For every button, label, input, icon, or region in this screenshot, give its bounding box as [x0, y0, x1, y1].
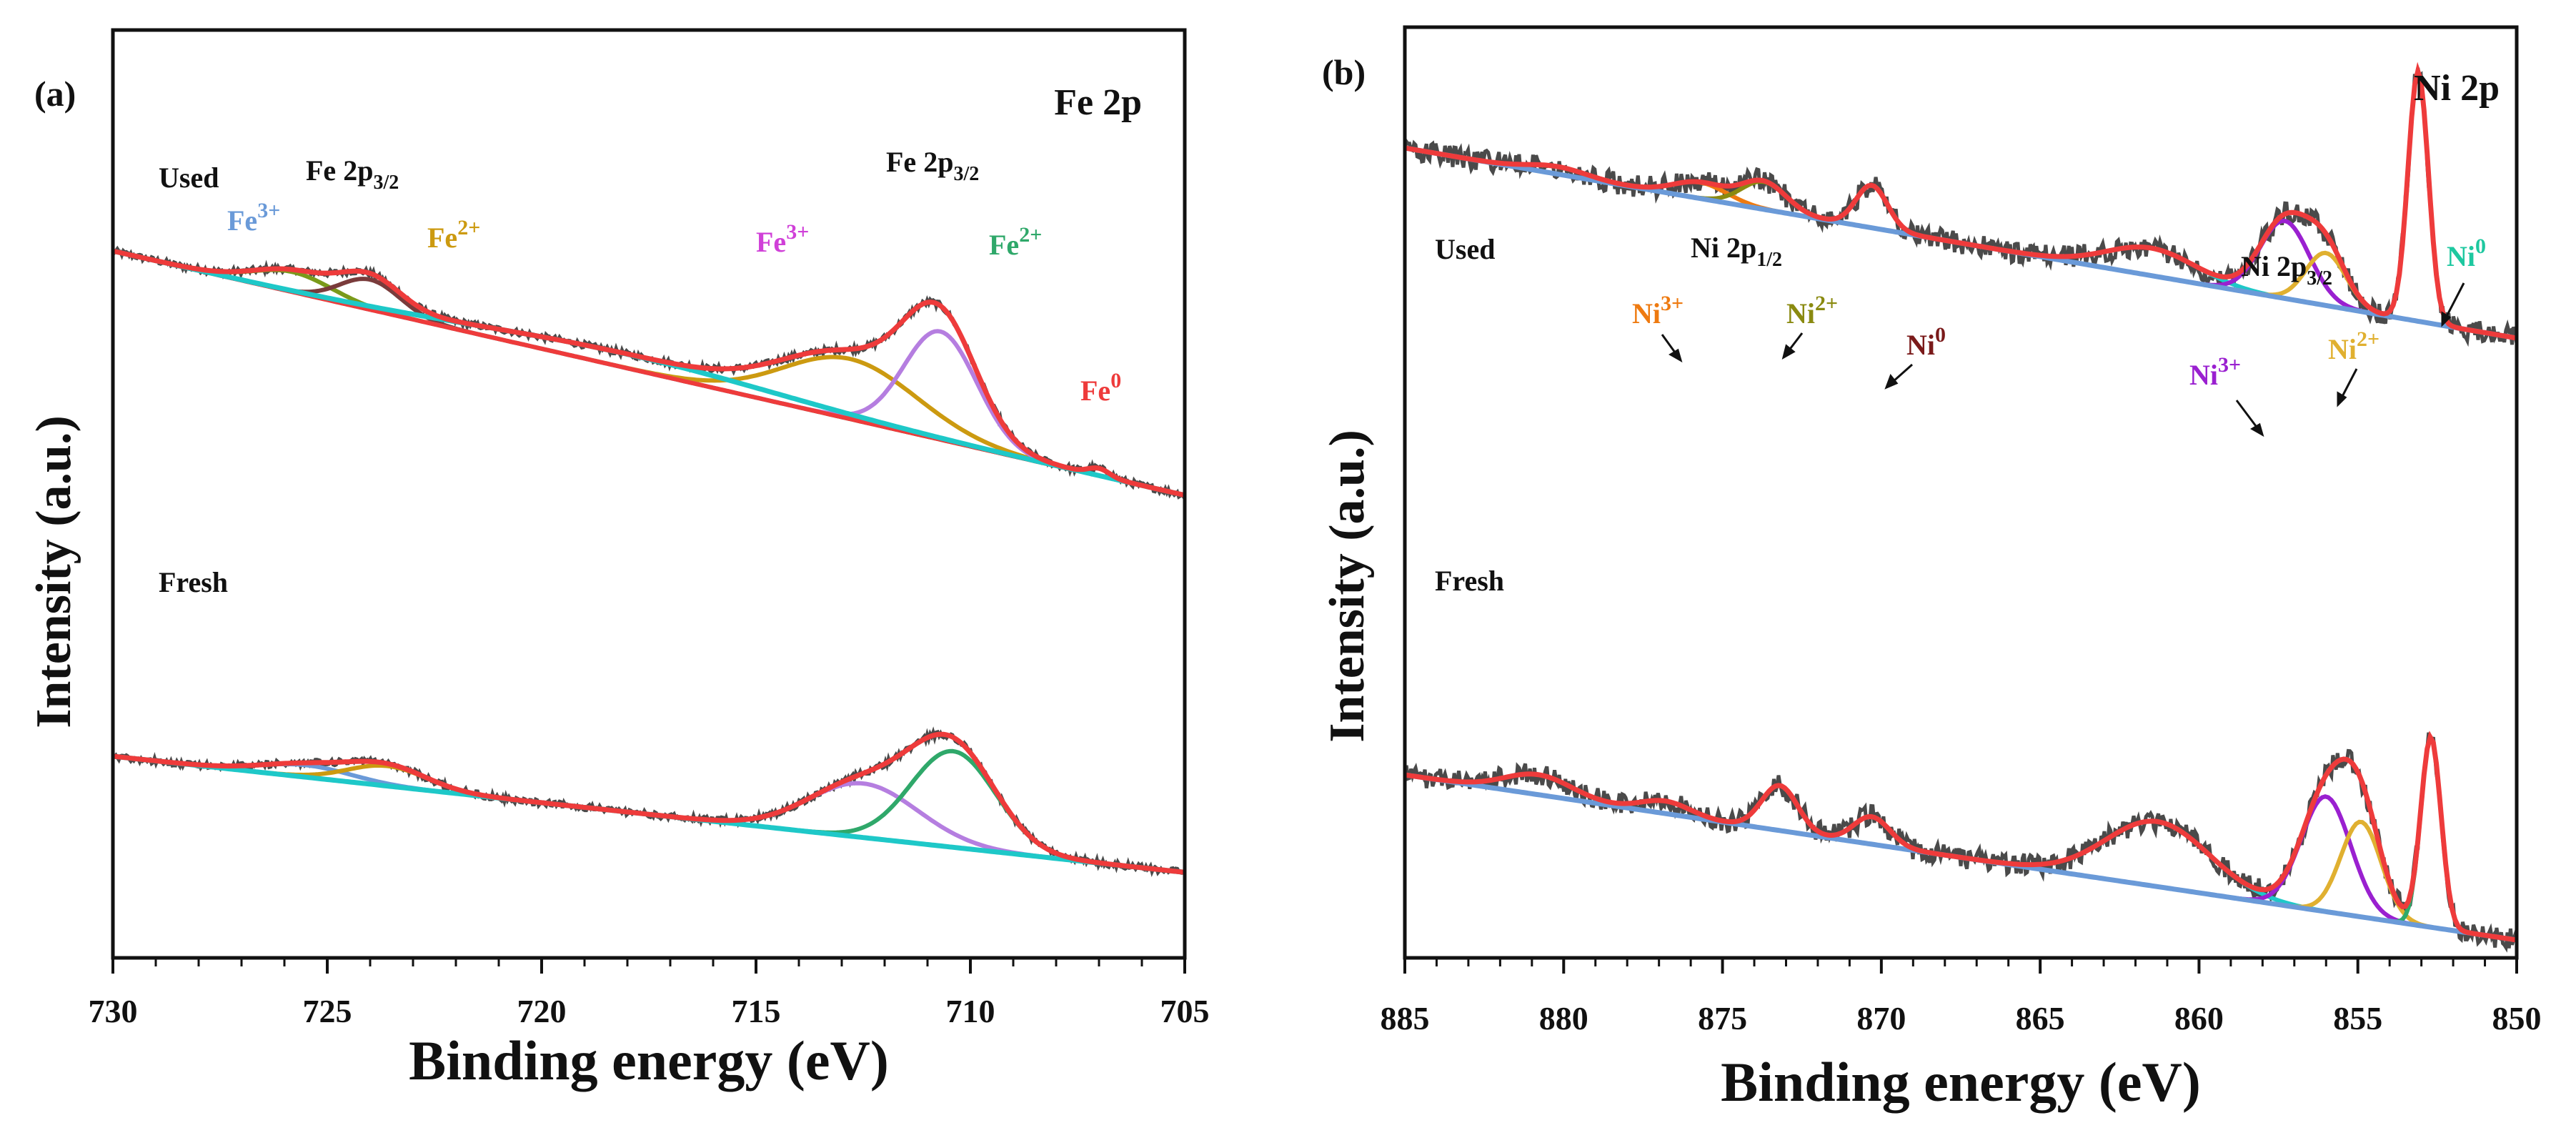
fit-envelope-line [112, 731, 1185, 875]
panel-a-label: (a) [34, 74, 76, 114]
a-label-fresh: Fresh [159, 566, 228, 598]
b-label-ni0-left: Ni0 [1906, 323, 1946, 361]
arrowhead-ni3-right [2250, 422, 2264, 437]
panel-b-y-axis-label: Intensity (a.u.) [1320, 430, 1375, 743]
panel-b-frame [1403, 25, 2519, 960]
series-used [1403, 61, 2519, 347]
arrowhead-ni3-left [1669, 348, 1683, 363]
arrowhead-ni2-left [1781, 344, 1796, 360]
panel-b-x-axis-label: Binding energy (eV) [1721, 1051, 2201, 1113]
a-label-fe0: Fe0 [1080, 369, 1121, 407]
panel-a-frame [111, 28, 1187, 960]
b-label-used: Used [1435, 233, 1495, 265]
a-label-fe2-right: Fe2+ [989, 223, 1042, 261]
x-tick-label: 870 [1856, 1000, 1906, 1036]
x-tick-label: 875 [1698, 1000, 1747, 1036]
b-label-ni2p32: Ni 2p3/2 [2241, 250, 2332, 290]
panel-b-label: (b) [1322, 52, 1366, 92]
panel-a-fe2p: (a) Intensity (a.u.) 730 725 720 715 710 705 … [26, 28, 1210, 1092]
arrowhead-ni0-left [1884, 374, 1899, 390]
x-tick-label: 710 [946, 993, 995, 1029]
b-annotation-arrows [1661, 282, 2465, 437]
x-tick-label: 885 [1381, 1000, 1430, 1036]
panel-a-title: Fe 2p [1054, 82, 1142, 123]
x-tick-label: 720 [517, 993, 567, 1029]
x-tick-label: 725 [303, 993, 352, 1029]
panel-a-x-ticks: 730 725 720 715 710 705 [89, 958, 1210, 1029]
x-tick-label: 880 [1539, 1000, 1588, 1036]
panel-a-y-axis-label: Intensity (a.u.) [26, 415, 81, 728]
b-label-ni0-right: Ni0 [2447, 234, 2486, 272]
a-label-used: Used [159, 162, 219, 194]
b-label-ni3-right: Ni3+ [2189, 353, 2241, 391]
panel-b-ni2p: (b) Intensity (a.u.) 885 880 875 870 865 860 8… [1320, 25, 2542, 1113]
b-label-ni2-left: Ni2+ [1786, 292, 1838, 330]
panel-b-curves [1403, 61, 2519, 953]
x-tick-label: 730 [89, 993, 138, 1029]
b-label-ni3-left: Ni3+ [1632, 292, 1684, 330]
fit-envelope-line [1404, 61, 2517, 341]
arrowhead-ni2-right [2337, 391, 2347, 407]
a-label-fe2-left: Fe2+ [427, 216, 480, 254]
fit-envelope-line [1404, 731, 2517, 943]
x-tick-label: 855 [2333, 1000, 2382, 1036]
series-fresh [111, 726, 1185, 878]
x-tick-label: 850 [2492, 1000, 2542, 1036]
a-label-fe3-right: Fe3+ [756, 220, 809, 258]
x-tick-label: 705 [1160, 993, 1210, 1029]
b-label-ni2p12: Ni 2p1/2 [1691, 232, 1782, 271]
b-label-ni2-right: Ni2+ [2328, 327, 2379, 365]
fit-envelope-line [112, 248, 1185, 498]
x-tick-label: 865 [2016, 1000, 2065, 1036]
panel-a-x-axis-label: Binding energy (eV) [409, 1029, 889, 1092]
a-label-fe3-left: Fe3+ [227, 199, 280, 237]
panel-b-x-ticks: 885 880 875 870 865 860 855 850 [1381, 958, 2542, 1036]
series-fresh [1403, 731, 2519, 953]
component-ni0-line [1404, 63, 2517, 340]
a-label-fe2p32-right: Fe 2p3/2 [886, 146, 979, 185]
x-tick-label: 860 [2174, 1000, 2224, 1036]
raw-data-line [1403, 67, 2519, 347]
x-tick-label: 715 [732, 993, 781, 1029]
panel-a-curves [111, 245, 1186, 878]
series-used [111, 245, 1186, 500]
panel-b-title: Ni 2p [2414, 68, 2500, 109]
arrowhead-ni0-right [2441, 311, 2452, 327]
b-label-fresh: Fresh [1435, 565, 1504, 597]
a-label-fe2p32-left: Fe 2p3/2 [306, 154, 399, 194]
